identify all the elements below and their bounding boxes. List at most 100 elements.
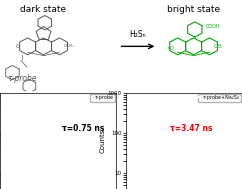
Point — [0, 110, 4, 113]
Point — [12, 187, 16, 189]
Point — [125, 95, 129, 98]
Point — [6, 153, 10, 156]
Point — [5, 150, 9, 153]
Point — [20, 175, 23, 178]
Point — [77, 175, 81, 178]
Point — [135, 112, 139, 115]
Point — [12, 178, 16, 181]
Point — [128, 100, 132, 103]
Point — [5, 146, 9, 149]
Point — [138, 117, 142, 120]
Point — [124, 93, 128, 96]
Point — [1, 123, 5, 126]
Point — [126, 97, 130, 100]
Point — [140, 120, 144, 123]
Point — [0, 110, 4, 113]
Point — [0, 106, 3, 109]
Point — [8, 167, 12, 170]
Point — [20, 187, 24, 189]
Point — [13, 187, 17, 189]
Point — [146, 133, 150, 136]
Point — [208, 184, 212, 187]
Point — [142, 124, 146, 127]
Point — [11, 180, 15, 184]
Point — [136, 113, 139, 116]
Point — [125, 95, 129, 98]
Point — [128, 99, 132, 102]
Point — [136, 115, 140, 118]
Point — [197, 178, 201, 181]
Point — [142, 124, 146, 127]
Point — [171, 164, 175, 167]
Point — [145, 127, 149, 130]
Point — [129, 102, 133, 105]
Point — [144, 129, 148, 132]
Point — [11, 178, 15, 181]
Point — [13, 187, 17, 189]
Point — [10, 178, 14, 181]
Point — [222, 180, 226, 184]
Point — [196, 187, 200, 189]
Point — [0, 99, 2, 102]
Point — [1, 117, 5, 120]
Point — [3, 134, 7, 137]
Point — [130, 104, 134, 107]
Point — [4, 141, 8, 144]
Point — [162, 152, 166, 155]
Point — [143, 125, 147, 128]
Point — [51, 175, 55, 178]
Point — [29, 184, 33, 187]
Point — [82, 178, 86, 181]
Point — [7, 164, 11, 167]
Point — [130, 106, 134, 109]
Point — [0, 108, 4, 111]
Point — [10, 173, 14, 176]
Point — [12, 175, 16, 178]
Point — [18, 187, 22, 189]
Point — [0, 106, 3, 109]
Point — [205, 175, 209, 178]
Point — [10, 171, 14, 174]
Point — [16, 171, 20, 174]
Point — [16, 184, 20, 187]
Point — [136, 113, 139, 116]
Point — [128, 100, 132, 103]
Point — [128, 101, 132, 104]
Point — [129, 103, 133, 106]
Point — [128, 99, 131, 102]
Point — [19, 187, 23, 189]
Point — [0, 101, 3, 104]
Point — [15, 184, 19, 187]
Point — [139, 122, 143, 125]
Point — [57, 180, 61, 184]
Point — [7, 162, 11, 165]
Point — [83, 180, 87, 184]
Point — [87, 187, 91, 189]
Point — [21, 178, 25, 181]
Point — [140, 121, 144, 124]
Point — [80, 178, 84, 181]
Point — [203, 184, 207, 187]
Point — [193, 187, 197, 189]
Point — [40, 184, 44, 187]
Point — [127, 98, 131, 101]
Point — [99, 173, 103, 176]
Point — [21, 187, 24, 189]
Point — [4, 137, 8, 140]
Point — [4, 136, 8, 139]
Point — [151, 139, 155, 142]
Point — [131, 106, 135, 109]
Point — [143, 123, 147, 126]
Point — [147, 130, 151, 133]
Point — [23, 180, 27, 184]
Point — [14, 180, 18, 184]
Point — [134, 108, 138, 111]
Point — [179, 178, 182, 181]
Point — [127, 100, 131, 103]
Point — [77, 178, 81, 181]
Point — [19, 170, 23, 173]
Point — [197, 178, 200, 181]
Point — [16, 187, 20, 189]
Point — [141, 122, 145, 125]
Point — [145, 130, 149, 133]
